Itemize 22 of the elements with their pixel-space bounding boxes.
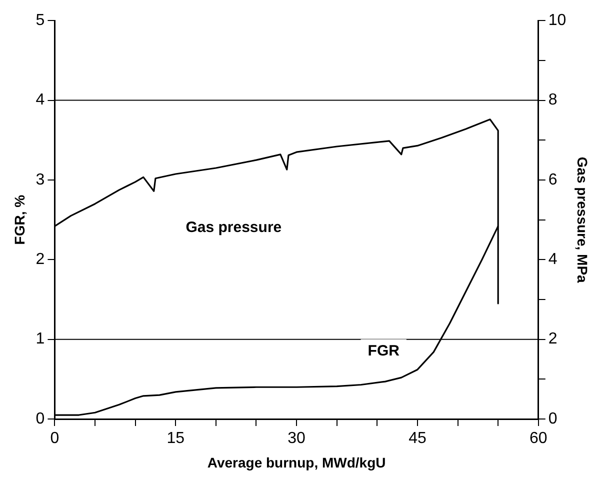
y2-tick-label: 2 <box>548 330 558 348</box>
text: Gas pressure <box>186 218 282 236</box>
x-tick-label: 45 <box>408 430 426 448</box>
y2-tick-label: 8 <box>548 92 558 109</box>
x-axis-title: Average burnup, MWd/kgU <box>207 454 386 470</box>
y2-tick-label: 6 <box>548 171 558 188</box>
x-tick-label: 0 <box>50 430 60 448</box>
y2-tick-label: 0 <box>548 410 558 428</box>
y-tick-label: 0 <box>36 410 45 428</box>
y-tick-label: 2 <box>36 251 45 268</box>
x-tick-label: 30 <box>288 430 306 448</box>
y2-tick-label: 10 <box>548 12 566 30</box>
y-axis-title: FGR, % <box>11 194 28 245</box>
y-tick-label: 3 <box>36 171 45 188</box>
x-tick-label: 15 <box>166 430 185 448</box>
x-tick-label: 60 <box>530 430 548 448</box>
y-tick-label: 1 <box>36 330 45 348</box>
y-tick-label: 5 <box>36 12 45 30</box>
y2-tick-label: 4 <box>548 251 558 268</box>
y2-axis-title: Gas pressure, MPa <box>574 156 591 284</box>
y-tick-label: 4 <box>36 92 45 109</box>
series-label: FGR <box>368 342 400 360</box>
